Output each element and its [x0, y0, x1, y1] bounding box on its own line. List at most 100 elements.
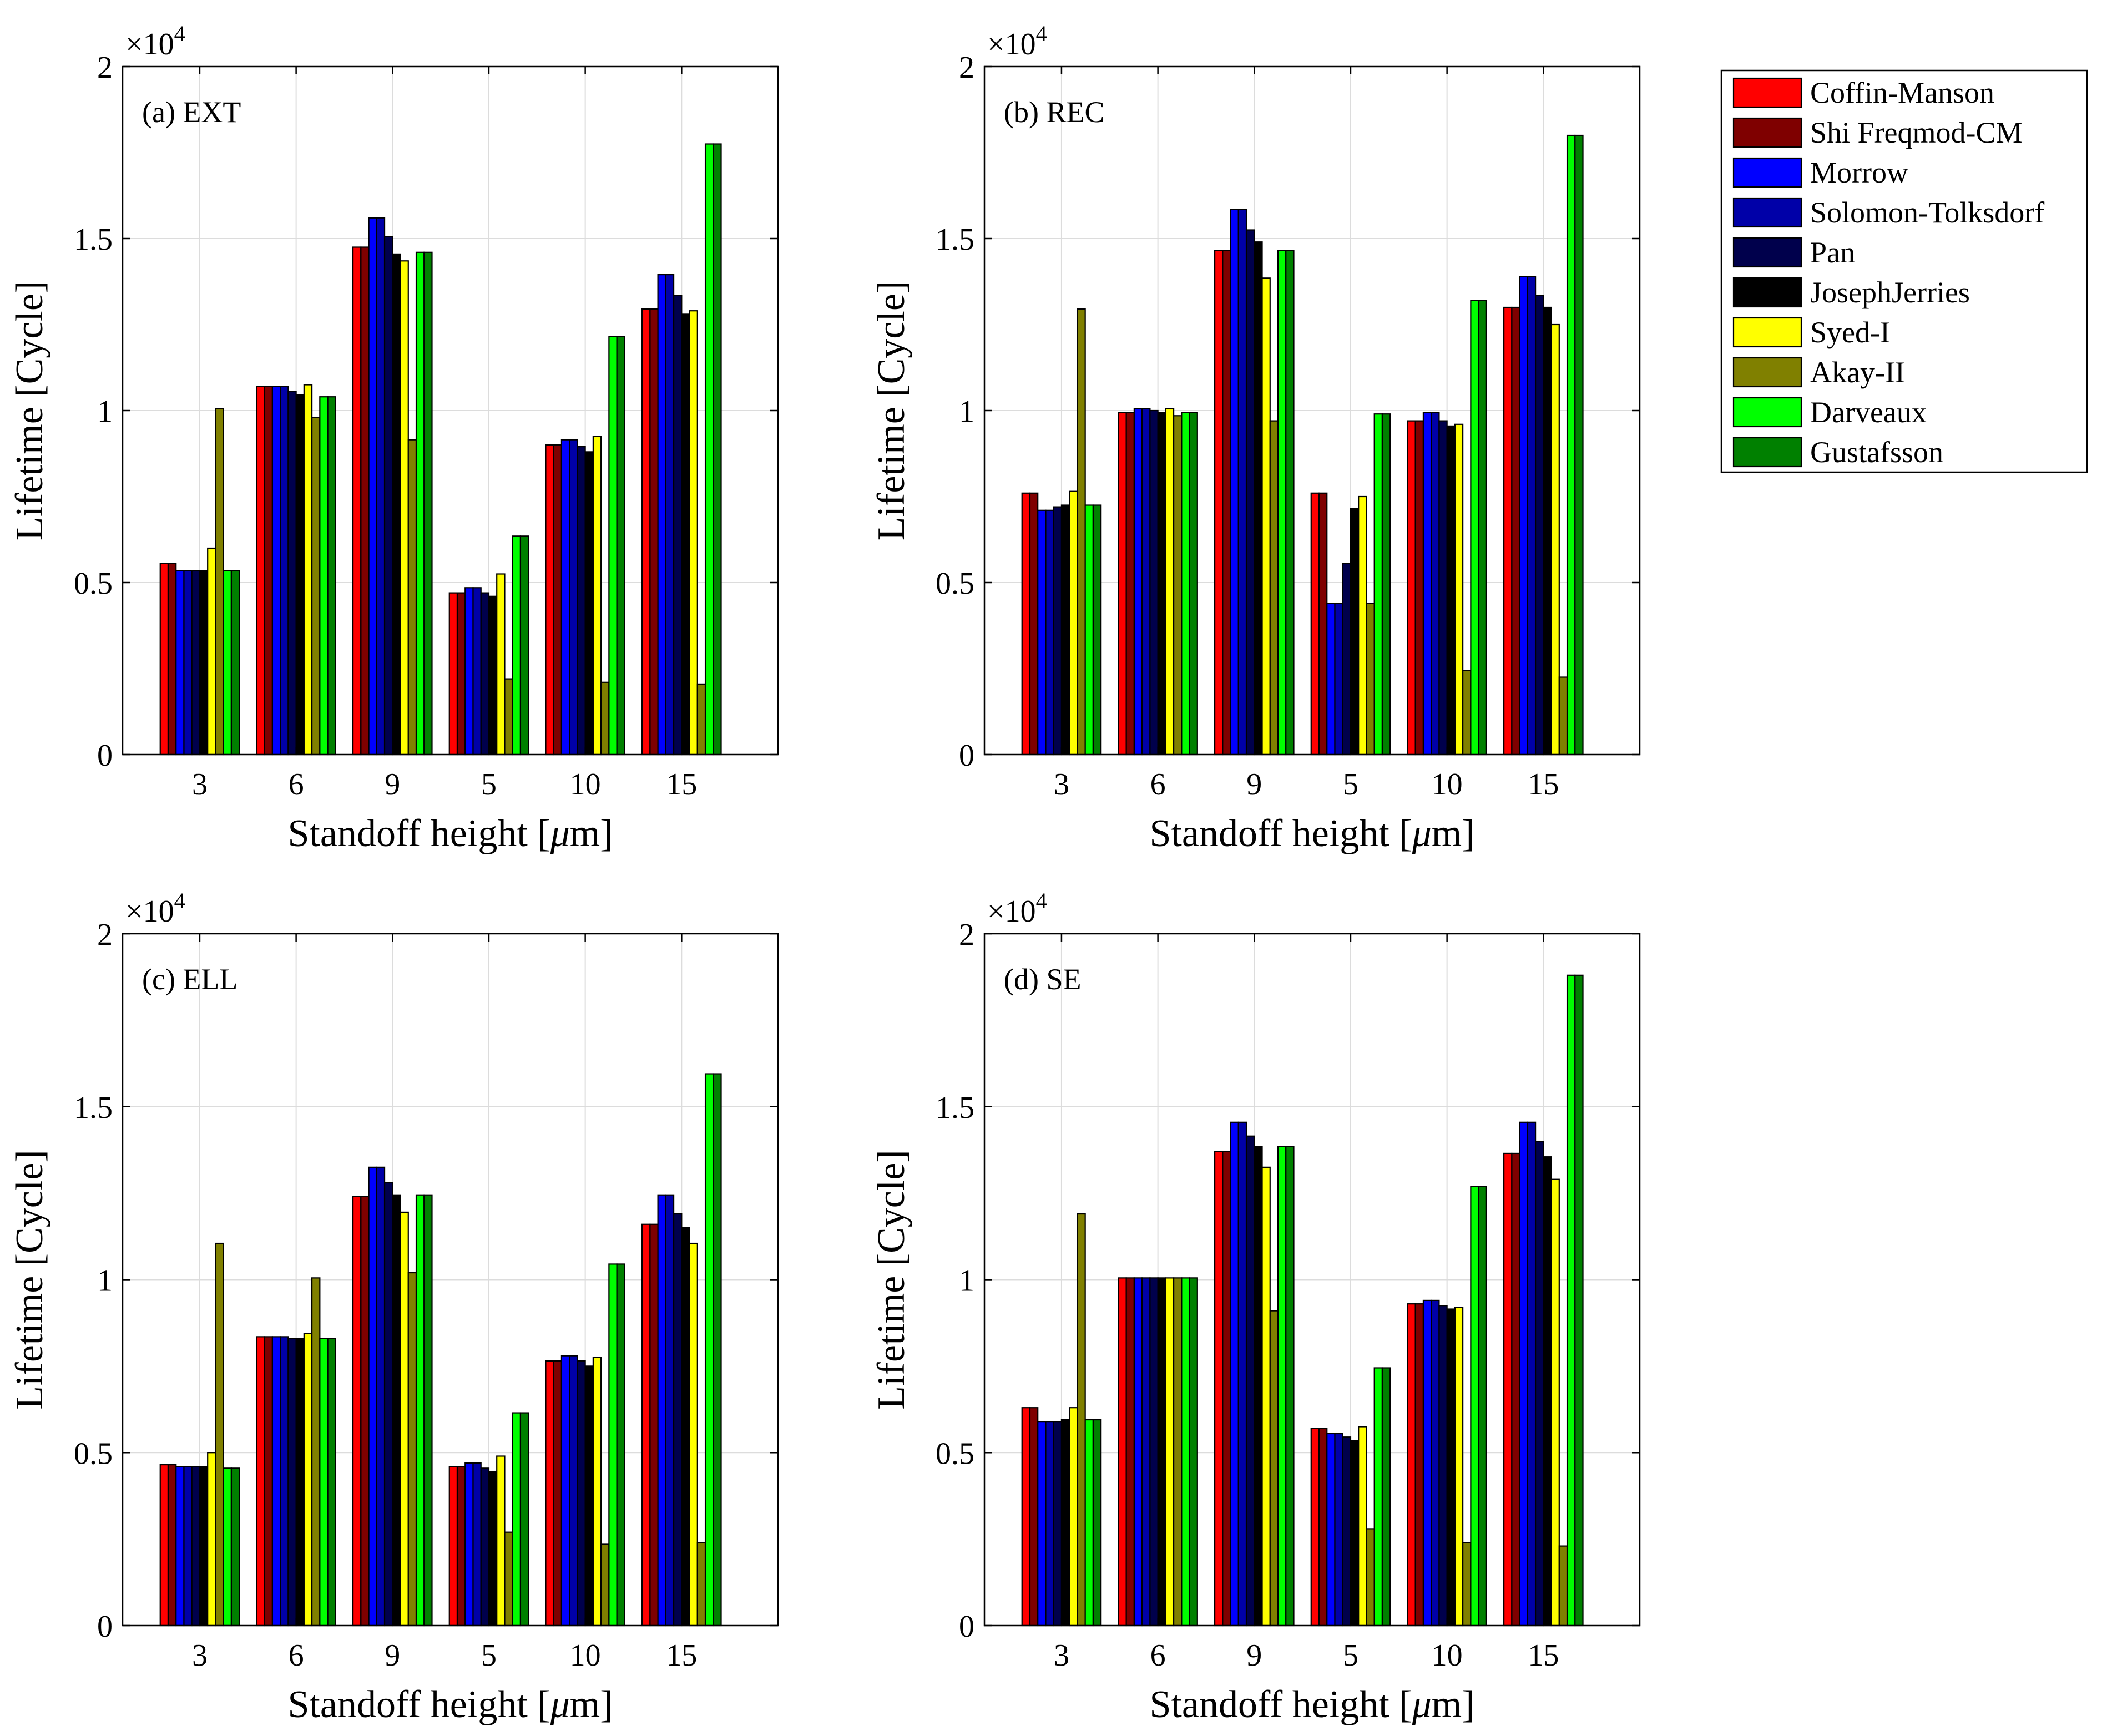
bar	[383, 236, 393, 756]
y-exponent-label: ×104	[125, 21, 185, 62]
bar	[175, 570, 185, 756]
bar	[167, 563, 177, 756]
y-tick-label: 0.5	[74, 566, 113, 601]
bar	[1181, 411, 1190, 756]
bar	[352, 246, 362, 756]
bar	[569, 439, 578, 756]
y-tick-label: 0	[959, 1610, 974, 1644]
bar	[1125, 411, 1135, 756]
legend-swatch	[1732, 437, 1802, 468]
legend-entry: Coffin-Manson	[1810, 76, 1994, 109]
bar	[287, 1338, 297, 1627]
bar	[215, 1242, 224, 1627]
bar	[223, 570, 233, 756]
bar	[1550, 1178, 1560, 1627]
bar	[1021, 1407, 1031, 1627]
y-axis-label: Lifetime [Cycle]	[870, 1150, 913, 1409]
y-exponent-base: ×10	[987, 27, 1036, 62]
y-exponent-base: ×10	[987, 894, 1036, 929]
bar	[480, 1467, 490, 1627]
bar	[271, 1336, 281, 1627]
x-tick-label: 10	[570, 1638, 601, 1673]
bar	[295, 394, 305, 756]
bar	[696, 1542, 706, 1627]
bar	[1230, 209, 1239, 756]
bar	[1334, 603, 1343, 756]
bar	[480, 592, 490, 756]
bar	[1574, 974, 1584, 1627]
bar	[1381, 1367, 1391, 1627]
panel-label: (b) REC	[1004, 95, 1105, 129]
bar	[560, 439, 570, 756]
x-axis-label-text: Standoff height [	[288, 1683, 550, 1726]
y-tick-label: 1	[97, 1264, 113, 1298]
bar	[1222, 1151, 1231, 1627]
chart-panel-4: 0 0.5 1 1.5 2 3 6 9 5 10 15 ×104 (d) SE Standoff heig…	[870, 888, 1641, 1726]
bar	[673, 1213, 683, 1627]
bar	[616, 336, 625, 756]
bar	[512, 1412, 522, 1627]
x-axis-label-mu: μ	[1412, 812, 1432, 855]
bar	[1431, 1299, 1440, 1627]
bar	[1446, 1308, 1456, 1627]
chart-panel-2: 0 0.5 1 1.5 2 3 6 9 5 10 15 ×104 (b) REC Standoff hei…	[870, 21, 1641, 855]
bar	[448, 592, 458, 756]
x-tick-label: 9	[1246, 1638, 1262, 1673]
bar	[1414, 420, 1424, 756]
bar	[488, 595, 498, 756]
x-tick-label: 6	[1150, 1638, 1166, 1673]
legend-entry: Gustafsson	[1810, 436, 1943, 469]
bar	[1318, 1428, 1328, 1627]
bar	[592, 1357, 602, 1627]
bar	[264, 386, 273, 756]
bar	[1245, 229, 1255, 756]
bar	[472, 1462, 482, 1627]
bar	[167, 1464, 177, 1627]
bar	[1566, 974, 1576, 1627]
bar	[1543, 306, 1552, 756]
bar	[303, 384, 313, 756]
bar	[1214, 250, 1224, 756]
x-tick-label: 6	[289, 767, 304, 802]
bar	[1534, 295, 1544, 756]
bar	[1189, 1277, 1198, 1627]
x-tick-label: 3	[1054, 767, 1069, 802]
bar	[608, 1263, 618, 1627]
bar	[464, 587, 474, 756]
bar	[504, 678, 513, 756]
bar	[1407, 1303, 1416, 1627]
bar	[1310, 1428, 1320, 1627]
bar	[512, 535, 522, 756]
x-tick-label: 10	[570, 767, 601, 802]
bar	[1462, 1542, 1472, 1627]
legend-entry: JosephJerries	[1810, 276, 1970, 309]
bar	[352, 1196, 362, 1627]
y-tick-label: 1	[959, 1264, 974, 1298]
bar	[1318, 492, 1328, 756]
bar	[1519, 1121, 1528, 1627]
bar	[1165, 408, 1175, 756]
bar	[256, 1336, 265, 1627]
bar	[183, 1466, 193, 1627]
x-tick-label: 3	[192, 767, 208, 802]
bar	[1045, 1421, 1054, 1627]
bar	[1261, 277, 1271, 756]
panel-label: (d) SE	[1004, 963, 1081, 996]
bar	[1519, 276, 1528, 756]
bar	[665, 1194, 675, 1627]
bar	[1511, 306, 1520, 756]
bar	[448, 1466, 458, 1627]
y-tick-label: 1.5	[936, 1091, 974, 1125]
x-tick-label: 5	[481, 1638, 497, 1673]
bar	[183, 570, 193, 756]
y-exponent-label: ×104	[125, 888, 185, 929]
bar	[1157, 411, 1166, 756]
bar	[1431, 411, 1440, 756]
y-tick-label: 1.5	[74, 1091, 113, 1125]
bar	[311, 417, 321, 756]
bar	[223, 1467, 233, 1627]
legend-swatch	[1732, 77, 1802, 108]
bar	[1366, 603, 1375, 756]
bar	[1527, 1121, 1537, 1627]
y-tick-label: 2	[959, 50, 974, 85]
